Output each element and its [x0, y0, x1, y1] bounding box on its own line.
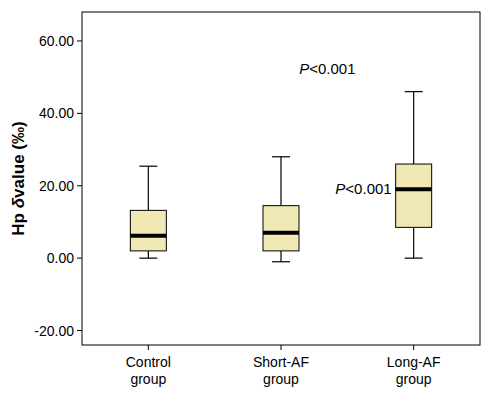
median	[396, 187, 432, 191]
chart-root: -20.00 0.00 20.00 40.00 60.00 Hp δvalue (‰) Co…	[0, 0, 500, 398]
y-tick	[77, 185, 82, 186]
whisker-lower	[413, 227, 414, 258]
whisker-upper	[148, 166, 149, 210]
whisker-lower	[280, 251, 281, 262]
x-tick-label: Long-AFgroup	[387, 354, 441, 387]
annotation: P<0.001	[335, 180, 391, 197]
whisker-cap-high	[139, 166, 157, 167]
y-tick-label: 60.00	[39, 33, 74, 49]
annotation: P<0.001	[299, 60, 355, 77]
chart-svg: -20.00 0.00 20.00 40.00 60.00 Hp δvalue (‰) Co…	[0, 0, 500, 398]
y-tick	[77, 330, 82, 331]
box	[130, 210, 166, 251]
median	[130, 234, 166, 238]
whisker-upper	[413, 92, 414, 164]
y-tick-label: 0.00	[47, 250, 74, 266]
boxes	[130, 92, 431, 262]
y-axis-label: Hp δvalue (‰)	[9, 121, 28, 235]
y-tick	[77, 258, 82, 259]
x-tick-label: Controlgroup	[126, 354, 171, 387]
x-tick	[281, 345, 282, 350]
whisker-lower	[148, 251, 149, 258]
y-tick-label: 40.00	[39, 105, 74, 121]
whisker-cap-low	[139, 258, 157, 259]
y-tick	[77, 113, 82, 114]
whisker-cap-high	[272, 156, 290, 157]
y-tick-label: -20.00	[34, 323, 74, 339]
whisker-cap-low	[405, 258, 423, 259]
y-tick-label: 20.00	[39, 178, 74, 194]
whisker-cap-low	[272, 261, 290, 262]
plot-frame	[82, 12, 480, 345]
box	[396, 164, 432, 227]
median	[263, 231, 299, 235]
x-tick	[148, 345, 149, 350]
whisker-upper	[280, 157, 281, 206]
whisker-cap-high	[405, 91, 423, 92]
box	[263, 206, 299, 251]
x-tick	[413, 345, 414, 350]
x-tick-label: Short-AFgroup	[253, 354, 309, 387]
y-tick	[77, 40, 82, 41]
